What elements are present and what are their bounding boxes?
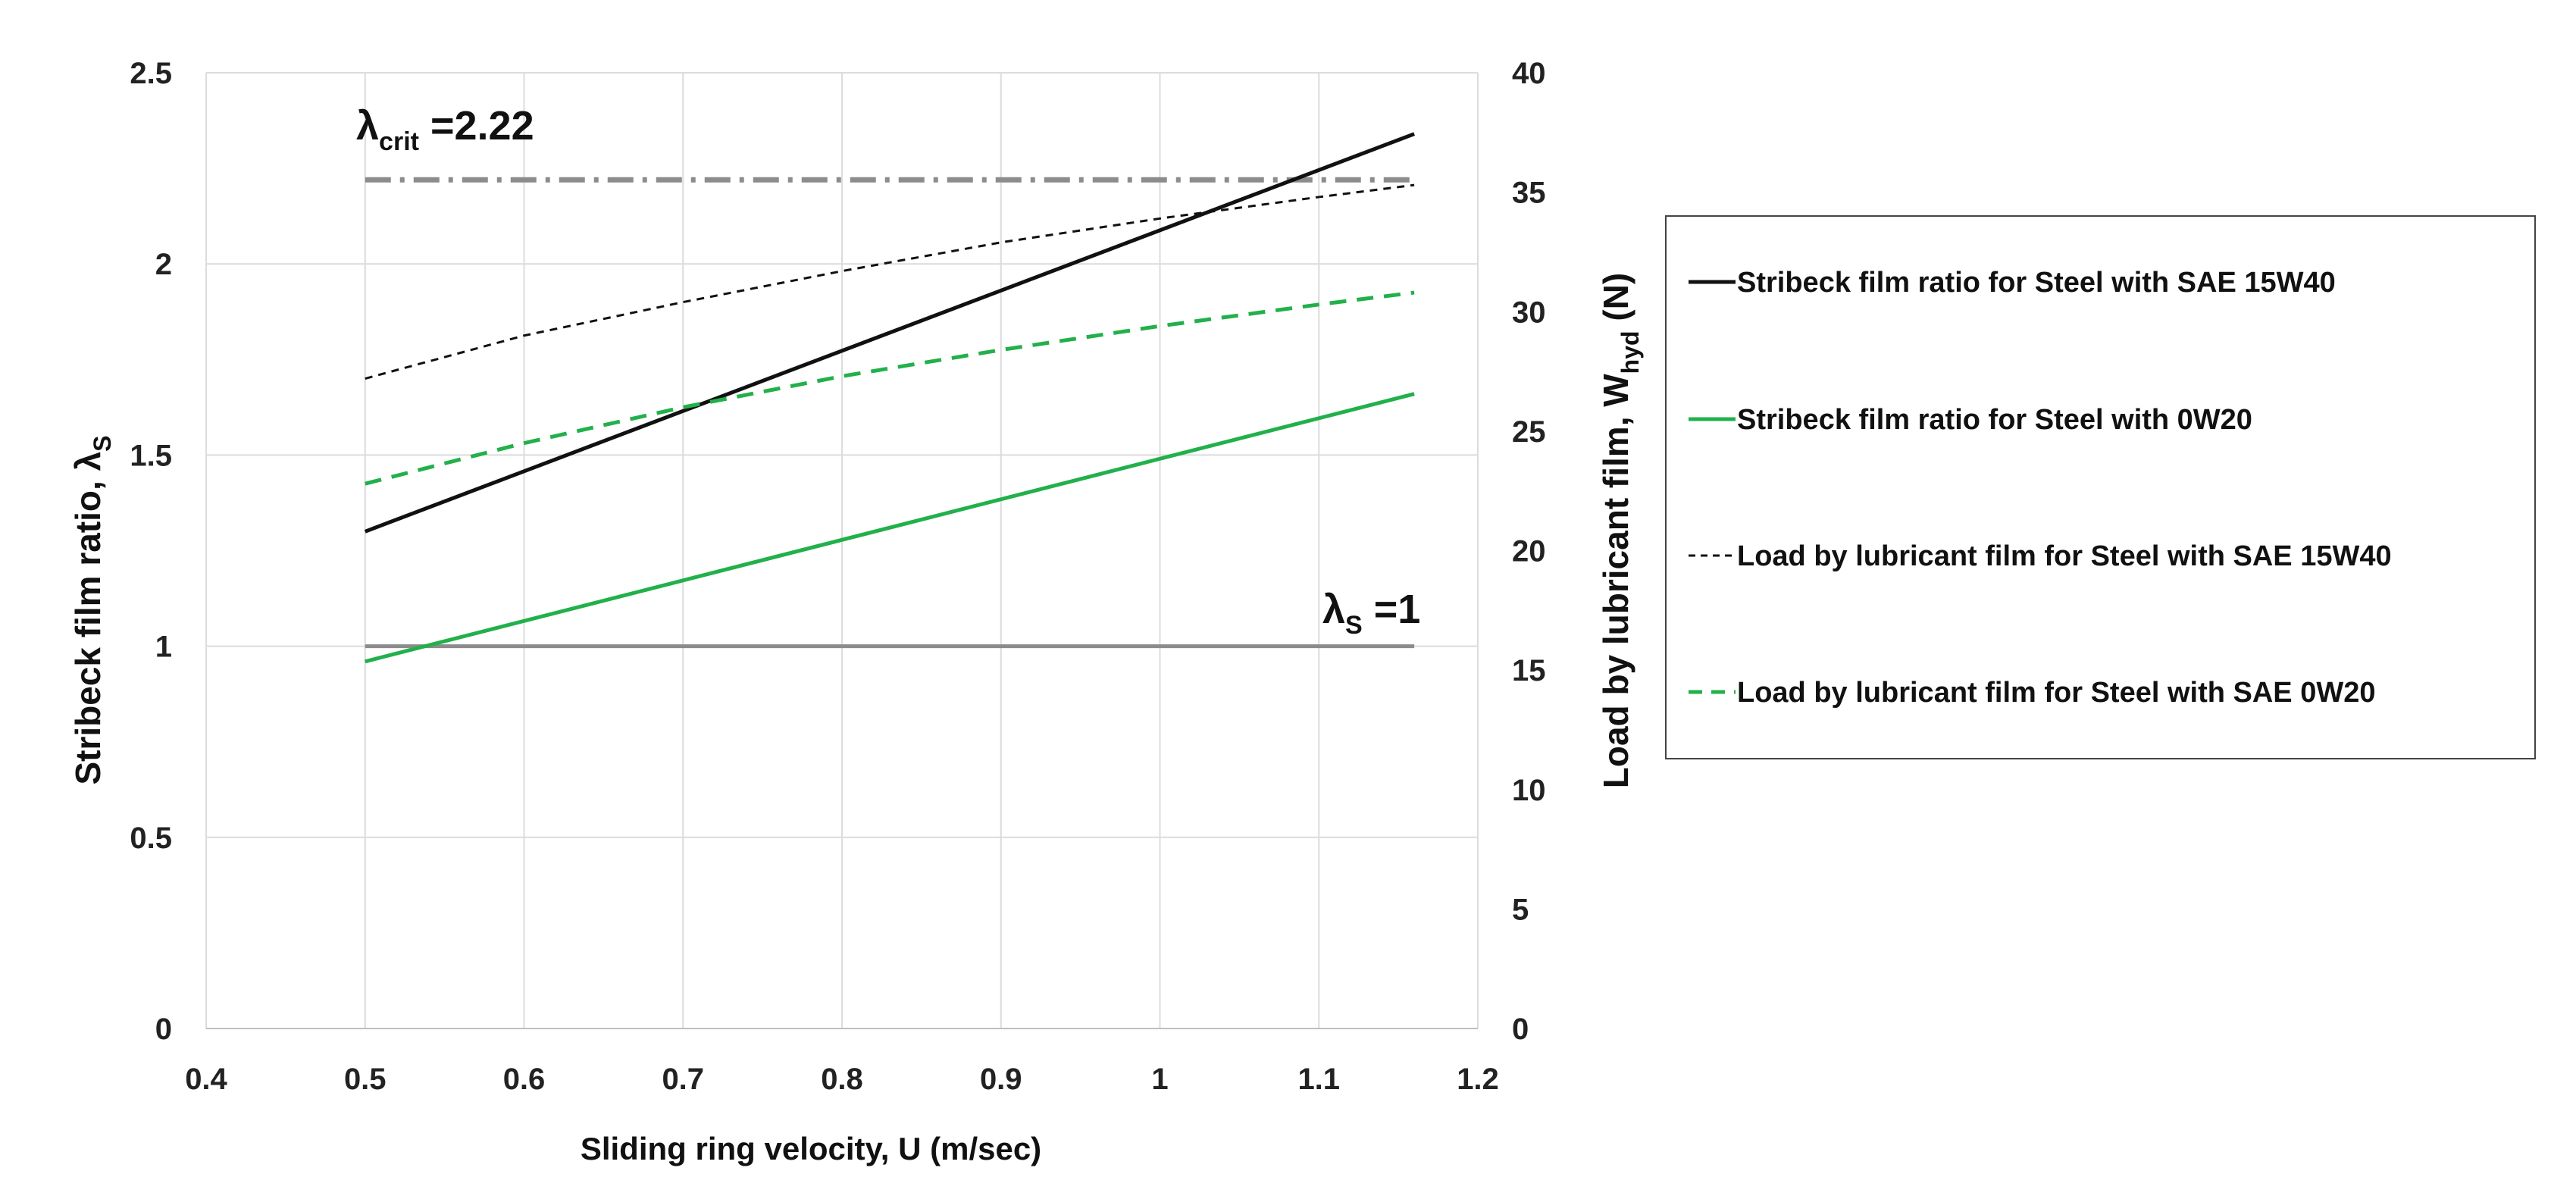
legend-label-4: Load by lubricant film for Steel with SA… [1737, 677, 2375, 709]
legend-label-3: Load by lubricant film for Steel with SA… [1737, 540, 2392, 572]
grid [205, 72, 1479, 1029]
y-tick-label: 0 [155, 1013, 172, 1046]
x-tick-label: 0.5 [344, 1063, 387, 1096]
y-tick-label: 1.5 [130, 439, 172, 472]
x-tick-label: 0.9 [980, 1063, 1022, 1096]
y2-tick-label: 25 [1512, 415, 1546, 449]
y2-tick-label: 20 [1512, 535, 1546, 568]
legend-label-1: Stribeck film ratio for Steel with SAE 1… [1737, 267, 2336, 299]
x-tick-label: 0.4 [185, 1063, 227, 1096]
series-stribeck-0w20 [365, 392, 1415, 664]
x-axis-label: Sliding ring velocity, U (m/sec) [581, 1131, 1041, 1166]
legend: Stribeck film ratio for Steel with SAE 1… [1665, 215, 2536, 759]
annotation-lambda-s-1: λS =1 [1322, 587, 1420, 640]
y2-axis-label: Load by lubricant film, Whyd (N) [1596, 273, 1644, 788]
y2-tick-label: 40 [1512, 57, 1546, 90]
y2-tick-label: 10 [1512, 774, 1546, 807]
x-tick-label: 0.6 [503, 1063, 546, 1096]
x-tick-label: 1.1 [1297, 1063, 1340, 1096]
y2-tick-label: 5 [1512, 893, 1529, 926]
tick-labels: 0.4 0.5 0.6 0.7 0.8 0.9 1 1.1 1.2 0 0.5 1 1.5 2 2.5 0 5 1… [130, 57, 1545, 1096]
y-axis-label: Stribeck film ratio, λS [68, 435, 116, 784]
legend-label-2: Stribeck film ratio for Steel with 0W20 [1737, 404, 2252, 436]
y2-tick-label: 30 [1512, 296, 1546, 329]
x-tick-label: 1.2 [1457, 1063, 1499, 1096]
annotation-lambda-crit: λcrit =2.22 [356, 103, 534, 156]
series-lines [364, 132, 1415, 664]
series-load-0w20 [365, 290, 1415, 486]
x-tick-label: 0.7 [662, 1063, 704, 1096]
series-load-15w40 [365, 183, 1415, 380]
series-stribeck-15w40 [364, 132, 1415, 534]
y-tick-label: 1 [155, 631, 172, 664]
y-tick-label: 2 [155, 248, 172, 281]
reference-lines [365, 177, 1415, 649]
legend-box [1665, 215, 2536, 759]
x-tick-label: 1 [1151, 1063, 1168, 1096]
y-tick-label: 2.5 [130, 57, 172, 90]
y2-tick-label: 35 [1512, 177, 1546, 210]
x-tick-label: 0.8 [821, 1063, 863, 1096]
y2-tick-label: 0 [1512, 1013, 1529, 1046]
y2-tick-label: 15 [1512, 654, 1546, 687]
y-tick-label: 0.5 [130, 822, 172, 855]
